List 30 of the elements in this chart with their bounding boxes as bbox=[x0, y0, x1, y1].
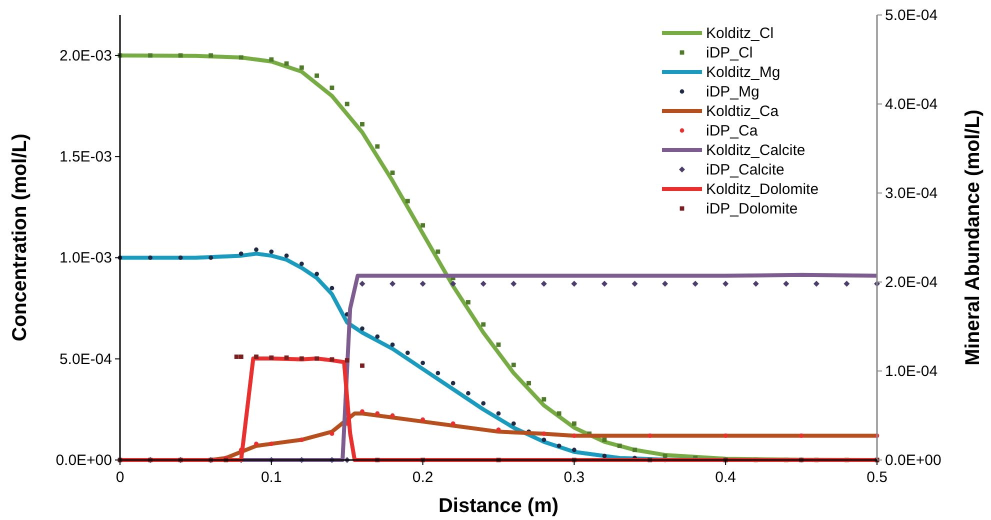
y-axis-title: Concentration (mol/L) bbox=[9, 134, 31, 342]
legend-label: Kolditz_Dolomite bbox=[706, 181, 819, 198]
x-tick-label: 0 bbox=[116, 469, 124, 486]
y-tick-label: 0.0E+00 bbox=[56, 452, 112, 469]
legend-label: iDP_Calcite bbox=[706, 162, 784, 178]
x-tick-label: 0.1 bbox=[260, 469, 282, 486]
y2-tick-label: 2.0E-04 bbox=[885, 274, 938, 291]
x-tick-label: 0.2 bbox=[412, 469, 434, 486]
x-tick-label: 0.4 bbox=[715, 469, 736, 486]
y2-tick-label: 5.0E-04 bbox=[885, 7, 938, 24]
y-tick-label: 5.0E-04 bbox=[59, 350, 112, 368]
legend-label: Kolditz_Cl bbox=[706, 25, 774, 42]
legend-label: iDP_Ca bbox=[706, 122, 758, 140]
y2-tick-label: 3.0E-04 bbox=[885, 185, 938, 202]
y-tick-label: 1.0E-03 bbox=[59, 250, 112, 267]
y2-axis-title: Mineral Abundance (mol/L) bbox=[962, 110, 984, 366]
y2-tick-label: 4.0E-04 bbox=[885, 96, 938, 113]
y-tick-label: 2.0E-03 bbox=[59, 47, 112, 64]
legend-label: Koldtiz_Ca bbox=[706, 103, 780, 120]
x-tick-label: 0.5 bbox=[866, 469, 888, 486]
x-axis-title: Distance (m) bbox=[438, 495, 559, 517]
y-tick-label: 1.5E-03 bbox=[59, 148, 112, 166]
y2-tick-label: 1.0E-04 bbox=[885, 363, 938, 380]
y2-tick-label: 0.0E+00 bbox=[885, 452, 942, 469]
x-tick-label: 0.3 bbox=[564, 469, 585, 486]
legend-label: iDP_Dolomite bbox=[706, 200, 798, 218]
legend-label: iDP_Cl bbox=[706, 44, 753, 62]
legend-label: iDP_Mg bbox=[706, 84, 760, 100]
legend-label: Kolditz_Mg bbox=[706, 64, 780, 81]
legend-label: Kolditz_Calcite bbox=[706, 142, 806, 159]
